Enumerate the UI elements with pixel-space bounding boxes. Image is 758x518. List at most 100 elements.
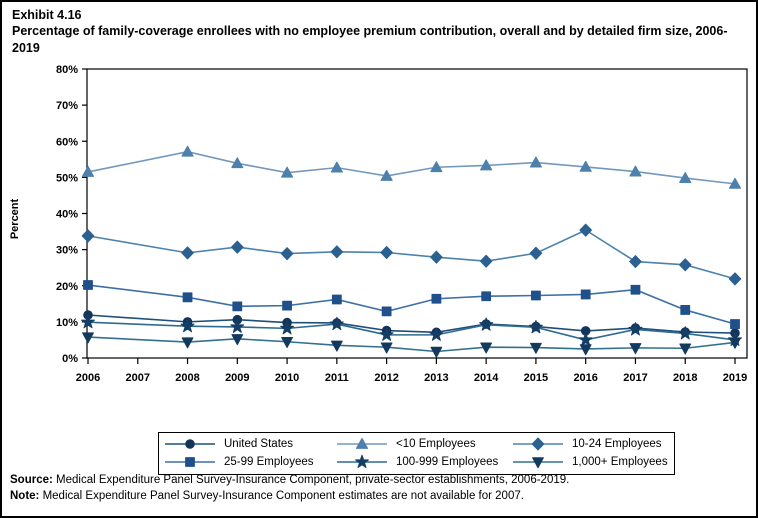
data-point-marker [185,457,195,467]
x-tick-label: 2018 [673,372,697,384]
y-tick-label: 80% [56,64,78,76]
data-point-marker [480,342,493,354]
data-point-marker [81,165,95,177]
data-point-marker [579,344,592,356]
data-point-marker [481,291,492,302]
series-1-000-employees [82,332,741,358]
data-point-marker [429,327,444,341]
series-10-24-employees [81,223,742,286]
exhibit-number: Exhibit 4.16 [12,8,82,22]
x-tick-label: 2006 [76,372,100,384]
data-point-marker [380,246,393,260]
legend-label: 25-99 Employees [224,456,314,468]
x-tick-label: 2015 [524,372,548,384]
data-point-marker [528,319,543,334]
source-text: Medical Expenditure Panel Survey-Insuran… [52,474,570,486]
data-point-marker [728,272,742,286]
x-tick-label: 2010 [275,372,299,384]
series--10-employees [81,145,742,189]
x-tick-label: 2016 [573,372,597,384]
data-point-marker [331,294,342,305]
data-point-marker [628,322,643,336]
data-point-marker [330,161,343,173]
legend-item: <10 Employees [333,435,509,453]
data-point-marker [479,317,494,331]
data-point-marker [329,316,344,331]
data-point-marker [529,156,543,168]
data-point-marker [81,229,95,243]
data-point-marker [729,337,741,349]
series-25-99-employees [83,280,740,329]
data-point-marker [379,327,394,341]
data-point-marker [181,145,194,157]
y-axis: 0% 10% 20% 30% 40% 50% 60% 70% 80% [56,64,87,365]
data-point-marker [181,337,194,349]
line-chart: 0%10%20%30%40%50%60%70%80%2006 2007 2008 20… [56,64,748,384]
data-point-marker [629,343,642,355]
data-point-marker [678,258,692,272]
data-point-marker [579,160,592,172]
x-tick-label: 2007 [126,372,150,384]
legend-item: 10-24 Employees [509,435,674,453]
legend-label: 1,000+ Employees [572,456,668,468]
data-point-marker [82,332,94,344]
y-tick-label: 30% [56,245,78,257]
data-point-marker [580,289,591,300]
y-tick-label: 40% [56,209,78,221]
data-point-marker [479,254,493,268]
data-point-marker [430,346,443,358]
x-axis: 2006 2007 2008 2009 2010 2011 2012 2013 2014 2015… [76,358,747,384]
legend-item: United States [161,435,333,453]
data-point-marker [232,301,243,312]
y-tick-label: 60% [56,136,78,148]
x-tick-label: 2013 [424,372,448,384]
data-point-marker [185,439,195,449]
legend-label: 10-24 Employees [572,438,662,450]
data-point-marker [730,319,740,329]
data-point-marker [430,161,443,173]
note-line: Note: Medical Expenditure Panel Survey-I… [10,489,754,505]
legend-item: 25-99 Employees [161,453,333,471]
data-point-marker [330,245,344,259]
legend-marker [513,457,563,469]
x-tick-label: 2009 [225,372,249,384]
data-point-marker [81,314,95,329]
data-point-marker [381,306,392,317]
data-point-marker [679,171,692,183]
note-label: Note: [10,489,40,502]
x-tick-label: 2008 [175,372,199,384]
data-point-marker [182,292,193,303]
chart-title: Percentage of family-coverage enrollees … [12,24,728,55]
data-point-marker [531,290,541,301]
data-point-marker [629,255,642,269]
data-point-marker [330,340,343,352]
y-tick-label: 20% [56,281,78,293]
footnotes: Source: Medical Expenditure Panel Survey… [10,473,754,505]
data-point-marker [629,165,642,177]
y-tick-label: 50% [56,172,78,184]
legend-label: United States [224,438,294,450]
data-point-marker [280,247,294,261]
x-tick-label: 2019 [723,372,747,384]
data-point-marker [83,280,93,290]
data-point-marker [280,166,294,178]
data-point-marker [678,326,693,340]
data-point-marker [355,437,369,449]
data-point-marker [282,300,292,311]
data-point-marker [230,319,245,333]
legend-marker [513,437,563,451]
data-point-marker [531,437,545,451]
data-point-marker [578,332,593,346]
legend-marker [337,437,387,449]
legend-label: <10 Employees [396,438,476,450]
data-point-marker [181,246,194,260]
data-point-marker [679,343,692,355]
data-point-marker [280,321,295,335]
data-point-marker [630,284,641,295]
data-point-marker [532,457,544,469]
legend: United States <10 Employees 10-24 Employee… [158,432,675,475]
y-tick-label: 10% [56,317,78,329]
data-point-marker [281,337,293,349]
data-point-marker [530,342,542,354]
